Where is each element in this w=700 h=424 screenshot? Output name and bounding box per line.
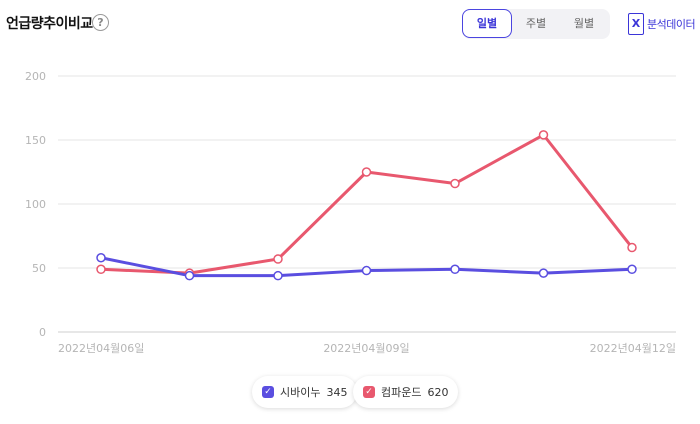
y-tick-label: 50 [32,262,46,275]
export-data-label: 분석데이터 [647,18,696,31]
data-point-series-2[interactable] [538,130,549,140]
data-point-series-1[interactable] [184,270,195,281]
period-weekly-button[interactable]: 주별 [525,17,547,30]
help-icon[interactable]: ? [92,14,109,31]
data-point-series-2[interactable] [450,178,460,189]
period-daily-button[interactable]: 일별 [462,9,512,38]
legend-item-series2[interactable]: ✓ 컴파운드 620 [353,376,459,408]
y-tick-label: 150 [25,134,46,147]
y-tick-label: 100 [25,198,46,211]
legend-series1-name: 시바이누 [280,386,321,399]
data-point-series-1[interactable] [538,268,549,278]
x-tick-label: 2022년04월12일 [590,341,676,355]
export-data-button[interactable]: X 분석데이터 [628,12,696,36]
legend-series2-count: 620 [427,385,449,399]
y-tick-label: 0 [39,326,46,339]
checkbox-icon: ✓ [262,386,274,398]
x-tick-label: 2022년04월09일 [323,341,409,355]
legend-item-series1[interactable]: ✓ 시바이누 345 [252,376,358,408]
data-point-series-1[interactable] [96,253,106,263]
data-point-series-1[interactable] [450,264,460,275]
excel-icon: X [628,13,644,35]
checkbox-icon: ✓ [363,386,375,398]
data-point-series-2[interactable] [627,242,637,253]
period-monthly-button[interactable]: 월별 [573,17,595,30]
period-toggle: 일별 주별 월별 [462,9,610,39]
data-point-series-1[interactable] [361,265,372,276]
page-title: 언급량추이비교 [6,16,93,32]
y-tick-label: 200 [25,70,46,83]
data-point-series-2[interactable] [96,264,106,275]
x-tick-label: 2022년04월06일 [58,341,144,355]
data-point-series-2[interactable] [273,254,283,264]
legend-series1-count: 345 [326,385,348,399]
data-point-series-2[interactable] [361,167,372,177]
legend-series2-name: 컴파운드 [381,386,422,399]
data-point-series-1[interactable] [273,270,283,281]
data-point-series-1[interactable] [627,264,637,275]
